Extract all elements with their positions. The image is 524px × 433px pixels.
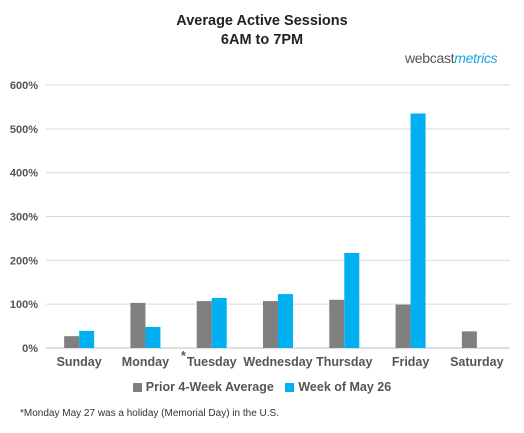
bar: [130, 302, 146, 348]
bar: [263, 301, 278, 348]
bar: [410, 113, 426, 348]
footnote: *Monday May 27 was a holiday (Memorial D…: [20, 408, 279, 419]
x-tick-label: Sunday: [57, 355, 102, 369]
legend-label-week-may-26: Week of May 26: [298, 380, 392, 394]
legend-item-prior-average: Prior 4-Week Average: [132, 380, 274, 394]
logo-text-metrics: metrics: [454, 50, 498, 66]
bar: [79, 330, 95, 348]
legend-item-week-may-26: Week of May 26: [285, 380, 391, 394]
y-tick-label: 200%: [10, 255, 38, 267]
legend-swatch-prior-average: [132, 383, 142, 392]
legend-label-prior-average: Prior 4-Week Average: [145, 380, 274, 394]
legend: Prior 4-Week Average Week of May 26: [0, 380, 524, 394]
bar: [64, 336, 80, 348]
legend-swatch-week-may-26: [285, 383, 295, 392]
y-tick-label: 600%: [10, 80, 38, 92]
bar: [196, 301, 212, 348]
bar: [461, 331, 477, 348]
bar: [211, 298, 227, 348]
bar: [395, 304, 411, 348]
x-tick-label: Saturday: [450, 355, 504, 369]
footnote-asterisk: *: [181, 349, 186, 363]
logo-text-webcast: webcast: [405, 50, 455, 66]
y-tick-label: 300%: [10, 212, 38, 224]
x-tick-label: Monday: [122, 355, 169, 369]
y-tick-label: 100%: [10, 299, 38, 311]
bar: [145, 326, 161, 348]
chart-title-line2: 6AM to 7PM: [220, 32, 304, 48]
y-tick-label: 400%: [10, 168, 38, 180]
x-tick-label: Wednesday: [243, 355, 312, 369]
x-tick-label: Thursday: [316, 355, 372, 369]
x-tick-label: Tuesday: [187, 355, 237, 369]
x-tick-label: Friday: [392, 355, 430, 369]
chart-title: Average Active Sessions 6AM to 7PM: [0, 12, 524, 50]
bar: [344, 252, 360, 348]
webcastmetrics-logo: webcastmetrics: [405, 50, 498, 66]
bar: [278, 294, 293, 348]
y-tick-label: 0%: [22, 343, 38, 355]
bar: [329, 299, 345, 348]
chart-title-line1: Average Active Sessions: [176, 13, 348, 29]
y-tick-label: 500%: [10, 124, 38, 136]
